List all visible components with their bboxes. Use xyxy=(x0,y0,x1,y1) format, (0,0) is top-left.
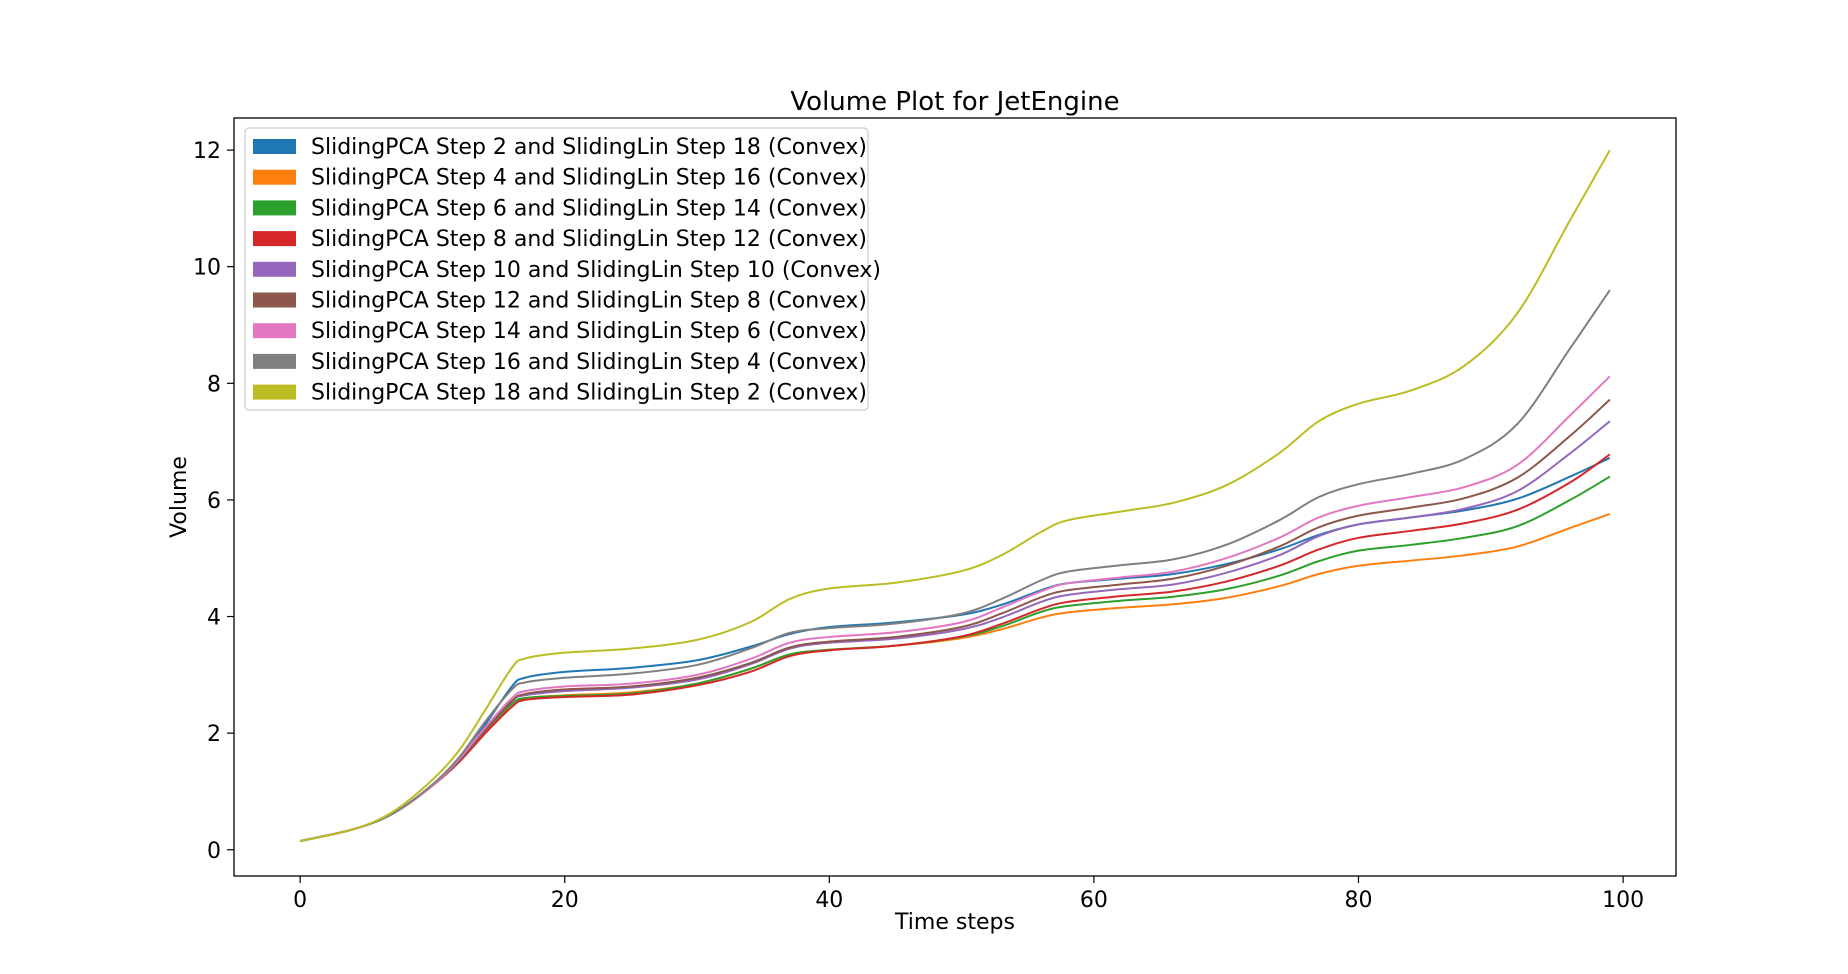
legend-swatch xyxy=(253,292,296,308)
legend-entry: SlidingPCA Step 10 and SlidingLin Step 1… xyxy=(311,258,881,283)
x-tick-label: 80 xyxy=(1344,888,1372,913)
series-line-5 xyxy=(299,420,1611,842)
series-line-4 xyxy=(299,453,1611,842)
y-tick-label: 10 xyxy=(193,256,221,281)
plot-frame xyxy=(233,117,1677,877)
legend-swatch xyxy=(253,169,296,185)
legend-swatch xyxy=(253,261,296,277)
x-tick-label: 20 xyxy=(551,888,579,913)
y-tick-label: 0 xyxy=(207,839,221,864)
plot-area xyxy=(299,149,1611,842)
legend-entry: SlidingPCA Step 14 and SlidingLin Step 6… xyxy=(311,319,867,344)
y-axis-label: Volume xyxy=(167,456,192,538)
legend-entry: SlidingPCA Step 18 and SlidingLin Step 2… xyxy=(311,381,867,406)
series-line-1 xyxy=(299,457,1611,842)
y-axis: 0 2 4 6 8 10 12 xyxy=(193,139,234,864)
y-tick-label: 6 xyxy=(207,489,221,514)
series-line-2 xyxy=(299,512,1611,842)
x-axis-label: Time steps xyxy=(894,910,1015,935)
y-tick-label: 8 xyxy=(207,372,221,397)
series-line-6 xyxy=(299,398,1611,842)
y-tick-label: 4 xyxy=(207,606,221,631)
x-tick-label: 60 xyxy=(1080,888,1108,913)
y-tick-label: 12 xyxy=(193,139,221,164)
series-line-9 xyxy=(299,149,1611,842)
series-line-8 xyxy=(299,289,1611,842)
legend-swatch xyxy=(253,384,296,400)
y-tick-label: 2 xyxy=(207,722,221,747)
legend-swatch xyxy=(253,231,296,247)
legend-box xyxy=(244,127,869,411)
legend-entry: SlidingPCA Step 12 and SlidingLin Step 8… xyxy=(311,289,867,314)
series-line-7 xyxy=(299,375,1611,842)
x-axis: 0 20 40 60 80 100 xyxy=(293,876,1644,913)
legend-swatch xyxy=(253,353,296,369)
legend-entry: SlidingPCA Step 16 and SlidingLin Step 4… xyxy=(311,350,867,375)
legend-swatch xyxy=(253,139,296,154)
legend-entry: SlidingPCA Step 4 and SlidingLin Step 16… xyxy=(311,166,867,191)
chart-title: Volume Plot for JetEngine xyxy=(790,87,1119,117)
legend-swatch xyxy=(253,200,296,216)
x-tick-label: 0 xyxy=(293,888,307,913)
x-tick-label: 100 xyxy=(1602,888,1644,913)
legend: SlidingPCA Step 2 and SlidingLin Step 18… xyxy=(244,127,881,411)
legend-entry: SlidingPCA Step 8 and SlidingLin Step 12… xyxy=(311,227,867,252)
legend-entry: SlidingPCA Step 2 and SlidingLin Step 18… xyxy=(311,135,867,160)
legend-entry: SlidingPCA Step 6 and SlidingLin Step 14… xyxy=(311,196,867,221)
legend-swatch xyxy=(253,323,296,339)
x-tick-label: 40 xyxy=(815,888,843,913)
